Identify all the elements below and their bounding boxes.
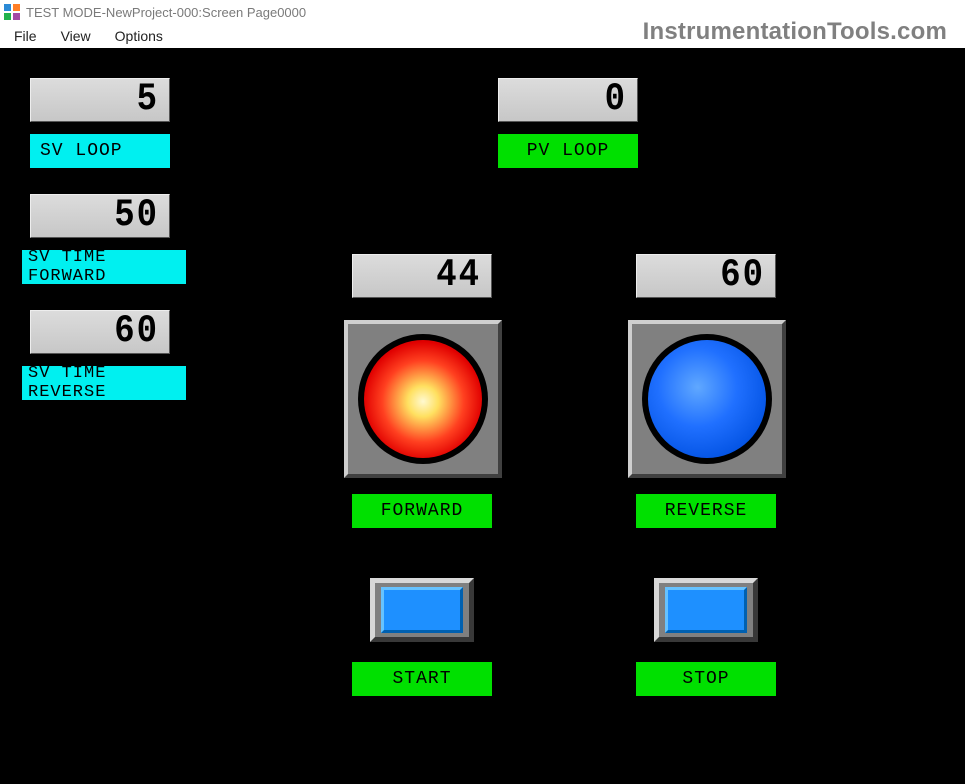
sv-time-forward-label[interactable]: SV TIME FORWARD	[22, 250, 186, 284]
stop-label-text: STOP	[682, 669, 729, 689]
sv-time-forward-label-text: SV TIME FORWARD	[28, 248, 186, 286]
sv-time-reverse-value: 60	[114, 310, 159, 354]
sv-time-reverse-label[interactable]: SV TIME REVERSE	[22, 366, 186, 400]
app-icon	[4, 4, 20, 20]
pv-loop-display[interactable]: 0	[498, 78, 638, 122]
sv-loop-label[interactable]: SV LOOP	[30, 134, 170, 168]
sv-loop-display[interactable]: 5	[30, 78, 170, 122]
reverse-timer-display[interactable]: 60	[636, 254, 776, 298]
sv-loop-label-text: SV LOOP	[40, 141, 123, 161]
stop-button[interactable]	[654, 578, 758, 642]
sv-time-reverse-display[interactable]: 60	[30, 310, 170, 354]
hmi-canvas: 5 SV LOOP 50 SV TIME FORWARD 60 SV TIME …	[0, 48, 965, 784]
forward-label-text: FORWARD	[381, 501, 464, 521]
pv-loop-label[interactable]: PV LOOP	[498, 134, 638, 168]
watermark: InstrumentationTools.com	[643, 18, 947, 46]
sv-time-forward-value: 50	[114, 194, 159, 238]
reverse-label[interactable]: REVERSE	[636, 494, 776, 528]
menu-view[interactable]: View	[51, 26, 101, 46]
window-title: TEST MODE-NewProject-000:Screen Page0000	[26, 5, 306, 20]
forward-timer-display[interactable]: 44	[352, 254, 492, 298]
forward-timer-value: 44	[436, 254, 481, 298]
pv-loop-value: 0	[605, 78, 627, 122]
forward-lamp[interactable]	[344, 320, 502, 478]
start-label[interactable]: START	[352, 662, 492, 696]
stop-label[interactable]: STOP	[636, 662, 776, 696]
reverse-label-text: REVERSE	[665, 501, 748, 521]
pv-loop-label-text: PV LOOP	[527, 141, 610, 161]
reverse-lamp[interactable]	[628, 320, 786, 478]
menu-file[interactable]: File	[4, 26, 47, 46]
start-button[interactable]	[370, 578, 474, 642]
sv-loop-value: 5	[137, 78, 159, 122]
sv-time-reverse-label-text: SV TIME REVERSE	[28, 364, 186, 402]
start-label-text: START	[392, 669, 451, 689]
reverse-timer-value: 60	[720, 254, 765, 298]
menu-options[interactable]: Options	[105, 26, 173, 46]
forward-label[interactable]: FORWARD	[352, 494, 492, 528]
sv-time-forward-display[interactable]: 50	[30, 194, 170, 238]
